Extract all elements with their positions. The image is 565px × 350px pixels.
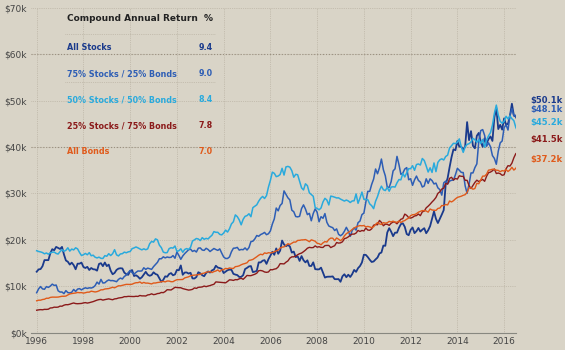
Text: 7.0: 7.0 [198, 147, 212, 156]
Text: 50% Stocks / 50% Bonds: 50% Stocks / 50% Bonds [67, 96, 177, 104]
Text: 9.0: 9.0 [198, 69, 212, 78]
Text: Compound Annual Return: Compound Annual Return [67, 14, 198, 23]
Text: $45.2k: $45.2k [530, 118, 562, 127]
Text: $50.1k: $50.1k [530, 96, 562, 105]
Text: 25% Stocks / 75% Bonds: 25% Stocks / 75% Bonds [67, 121, 177, 131]
Text: All Bonds: All Bonds [67, 147, 110, 156]
Text: $41.5k: $41.5k [530, 135, 562, 145]
Text: 7.8: 7.8 [198, 121, 212, 131]
Text: 75% Stocks / 25% Bonds: 75% Stocks / 25% Bonds [67, 69, 177, 78]
Text: $37.2k: $37.2k [530, 155, 562, 164]
Text: %: % [204, 14, 212, 23]
Text: All Stocks: All Stocks [67, 43, 112, 52]
Text: 8.4: 8.4 [198, 96, 212, 104]
Text: $48.1k: $48.1k [530, 105, 562, 114]
Text: 9.4: 9.4 [198, 43, 212, 52]
